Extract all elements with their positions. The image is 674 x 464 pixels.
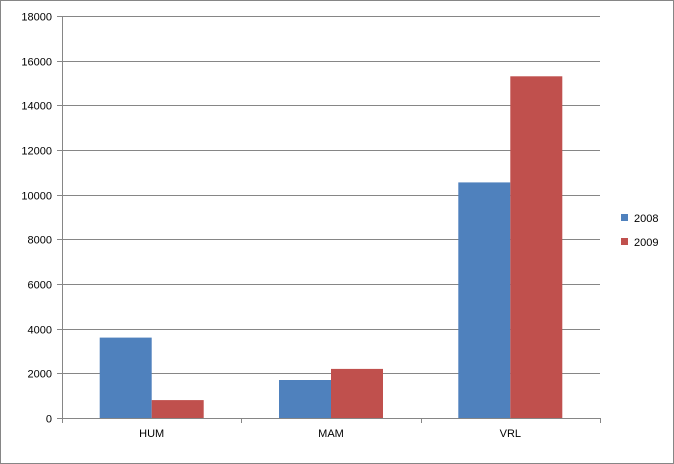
legend-swatch-2008 [621, 214, 628, 221]
y-tick-label: 12000 [21, 146, 52, 158]
y-tick-label: 14000 [21, 101, 52, 113]
bar-2009-VRL [510, 76, 563, 419]
y-tick-label: 4000 [28, 325, 52, 337]
bar-2008-HUM [99, 337, 152, 418]
bar-2009-MAM [331, 368, 383, 418]
legend-label-2008: 2008 [634, 213, 658, 225]
legend-label-2009: 2009 [634, 237, 658, 249]
y-tick-label: 0 [46, 414, 52, 426]
y-tick-label: 8000 [28, 235, 52, 247]
bar-2009-HUM [151, 400, 204, 418]
y-tick-label: 6000 [28, 280, 52, 292]
y-tick-label: 10000 [21, 191, 52, 203]
axes: 0 2000 4000 6000 8000 10000 12000 14000 16000 180… [21, 12, 601, 440]
bar-2008-VRL [458, 182, 511, 418]
bar-2008-MAM [279, 380, 331, 418]
legend: 2008 2009 [621, 213, 658, 249]
y-tick-label: 16000 [21, 57, 52, 69]
legend-swatch-2009 [621, 238, 628, 245]
x-tick-label: HUM [139, 428, 164, 440]
x-tick-label: VRL [500, 428, 521, 440]
y-tick-label: 2000 [28, 369, 52, 381]
x-tick-label: MAM [318, 428, 344, 440]
y-tick-label: 18000 [21, 12, 52, 24]
bars [99, 76, 563, 419]
